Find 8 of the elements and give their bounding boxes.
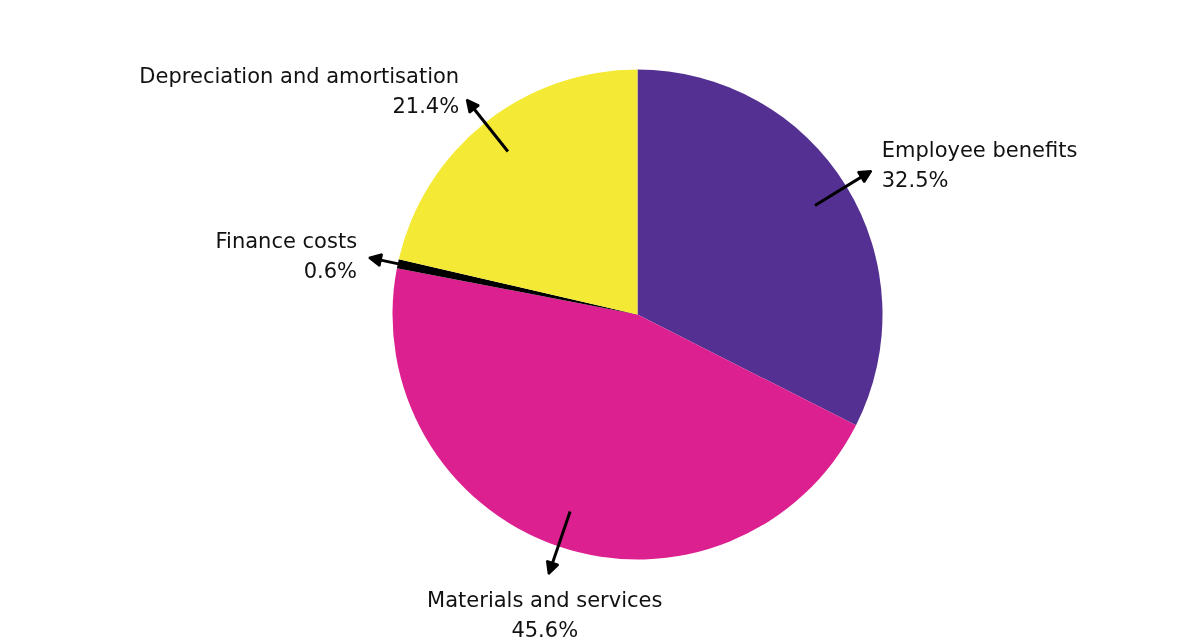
slice-label: Materials and services — [427, 587, 663, 612]
slice-label: Employee benefits — [881, 138, 1078, 163]
data-label: 0.6% — [303, 259, 358, 284]
data-label: 45.6% — [511, 617, 579, 642]
data-label: 32.5% — [881, 168, 949, 193]
slice-label: Finance costs — [215, 229, 358, 254]
slice-label: Depreciation and amortisation — [139, 64, 460, 89]
data-label: 21.4% — [392, 94, 460, 119]
